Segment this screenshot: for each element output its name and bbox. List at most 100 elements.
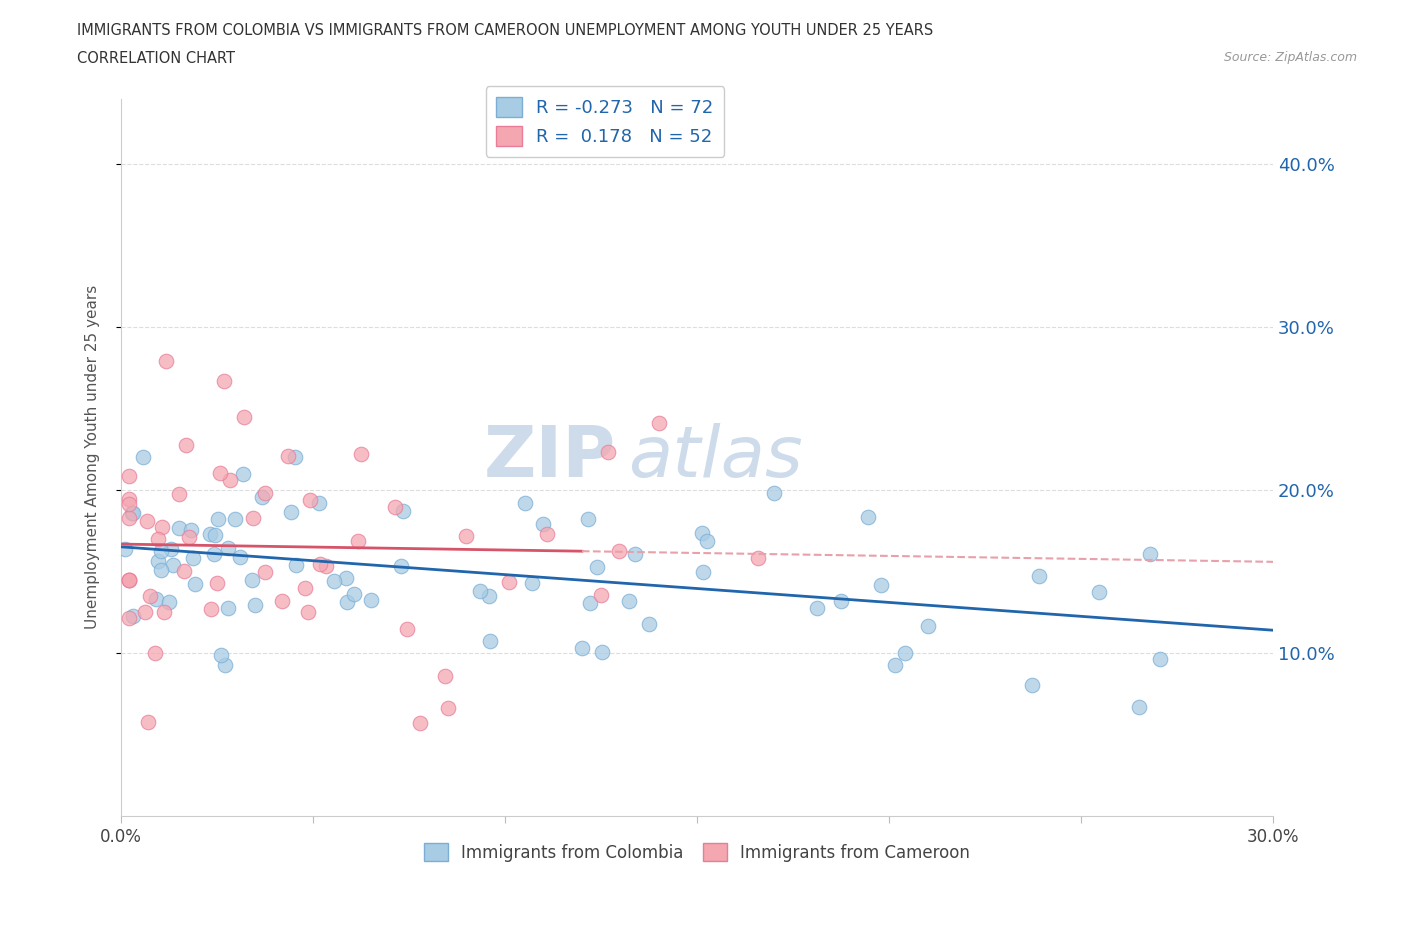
Point xyxy=(830,594,852,609)
Point xyxy=(389,559,412,574)
Point xyxy=(180,523,202,538)
Point xyxy=(884,658,907,672)
Text: atlas: atlas xyxy=(628,423,803,492)
Point xyxy=(280,505,302,520)
Point xyxy=(409,716,432,731)
Point xyxy=(536,527,558,542)
Point xyxy=(254,565,277,579)
Point xyxy=(578,595,600,610)
Point xyxy=(299,492,322,507)
Point xyxy=(152,604,174,619)
Point xyxy=(696,534,718,549)
Point xyxy=(242,511,264,525)
Point xyxy=(456,528,478,543)
Point xyxy=(323,574,346,589)
Point xyxy=(638,617,661,631)
Point xyxy=(212,374,235,389)
Point xyxy=(350,446,373,461)
Point xyxy=(1139,547,1161,562)
Point xyxy=(856,510,879,525)
Point xyxy=(118,572,141,587)
Point xyxy=(437,701,460,716)
Point xyxy=(118,497,141,512)
Point xyxy=(208,466,231,481)
Point xyxy=(143,645,166,660)
Point xyxy=(173,564,195,578)
Point xyxy=(200,602,222,617)
Point xyxy=(243,598,266,613)
Point xyxy=(1149,652,1171,667)
Point xyxy=(870,578,893,592)
Point xyxy=(118,611,141,626)
Point xyxy=(591,644,613,659)
Point xyxy=(522,576,544,591)
Point xyxy=(284,450,307,465)
Point xyxy=(122,608,145,623)
Point xyxy=(132,450,155,465)
Point xyxy=(181,551,204,565)
Text: ZIP: ZIP xyxy=(484,423,616,492)
Text: CORRELATION CHART: CORRELATION CHART xyxy=(77,51,235,66)
Point xyxy=(232,467,254,482)
Point xyxy=(294,580,316,595)
Point xyxy=(335,570,357,585)
Point xyxy=(114,541,136,556)
Point xyxy=(648,416,671,431)
Point xyxy=(179,530,201,545)
Point xyxy=(150,543,173,558)
Point xyxy=(146,553,169,568)
Point xyxy=(360,593,382,608)
Point xyxy=(533,516,555,531)
Point xyxy=(184,577,207,591)
Point xyxy=(917,618,939,633)
Point xyxy=(217,600,239,615)
Point xyxy=(1021,678,1043,693)
Point xyxy=(204,527,226,542)
Point xyxy=(479,633,502,648)
Point xyxy=(478,588,501,603)
Point xyxy=(157,595,180,610)
Point xyxy=(1028,568,1050,583)
Point xyxy=(515,496,537,511)
Point xyxy=(692,565,714,579)
Point xyxy=(118,511,141,525)
Point xyxy=(229,550,252,565)
Point xyxy=(591,587,613,602)
Point xyxy=(198,526,221,541)
Point xyxy=(315,558,337,573)
Point xyxy=(214,658,236,672)
Point xyxy=(297,604,319,619)
Point xyxy=(145,591,167,606)
Point xyxy=(806,601,828,616)
Point xyxy=(434,668,457,683)
Point xyxy=(343,587,366,602)
Point xyxy=(207,512,229,526)
Point xyxy=(159,541,181,556)
Point xyxy=(1088,584,1111,599)
Point xyxy=(224,512,246,526)
Point xyxy=(118,573,141,588)
Point xyxy=(219,472,242,487)
Point xyxy=(150,520,173,535)
Point xyxy=(136,513,159,528)
Point xyxy=(138,589,160,604)
Point xyxy=(617,594,640,609)
Point xyxy=(284,557,307,572)
Point xyxy=(747,551,769,565)
Point xyxy=(576,512,599,526)
Point xyxy=(118,469,141,484)
Legend: Immigrants from Colombia, Immigrants from Cameroon: Immigrants from Colombia, Immigrants fro… xyxy=(418,837,977,869)
Point xyxy=(167,487,190,502)
Y-axis label: Unemployment Among Youth under 25 years: Unemployment Among Youth under 25 years xyxy=(86,286,100,630)
Point xyxy=(596,445,619,459)
Point xyxy=(118,492,141,507)
Point xyxy=(217,540,239,555)
Point xyxy=(134,604,156,619)
Point xyxy=(150,563,173,578)
Point xyxy=(586,559,609,574)
Point xyxy=(607,543,630,558)
Point xyxy=(250,489,273,504)
Point xyxy=(571,641,593,656)
Point xyxy=(155,353,177,368)
Point xyxy=(162,558,184,573)
